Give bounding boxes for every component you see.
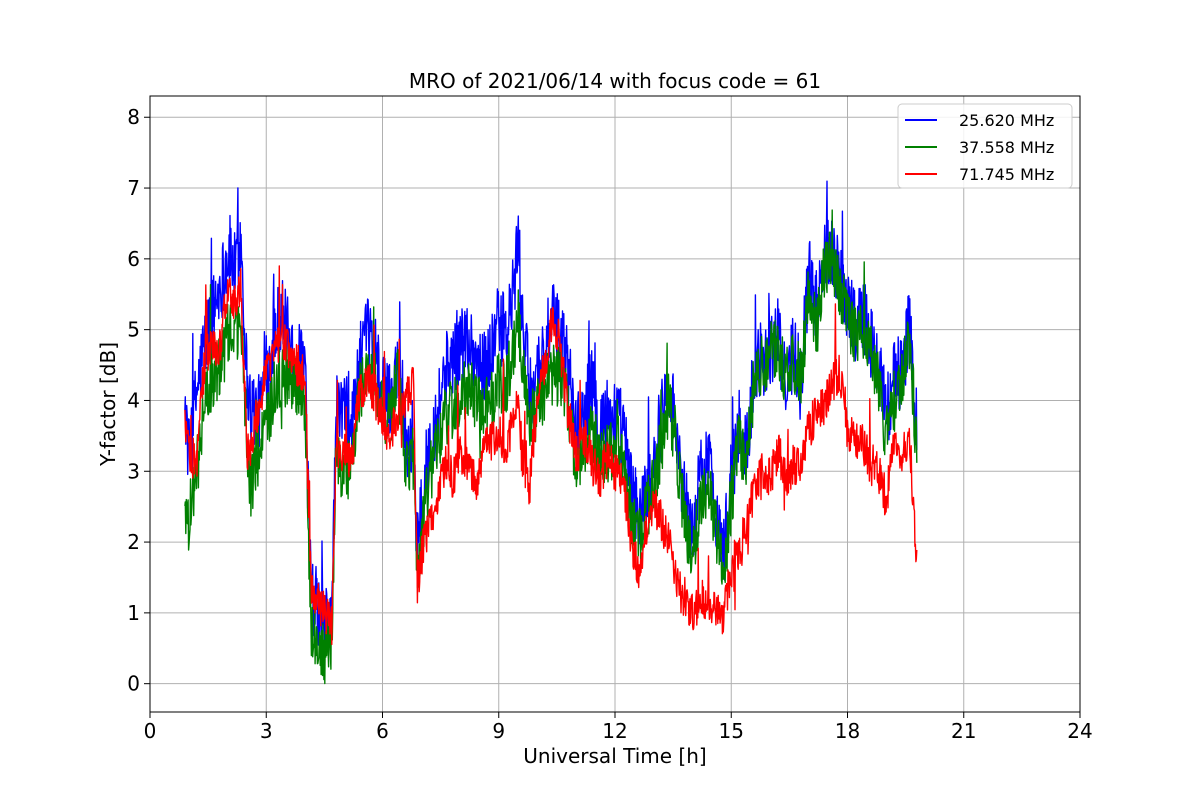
legend-box bbox=[897, 103, 1073, 189]
legend: 25.620 MHz 37.558 MHz 71.745 MHz bbox=[897, 103, 1073, 189]
y-tick-label: 8 bbox=[127, 105, 140, 129]
y-tick-label: 3 bbox=[127, 459, 140, 483]
chart-title: MRO of 2021/06/14 with focus code = 61 bbox=[409, 69, 821, 93]
x-tick-label: 0 bbox=[144, 719, 157, 743]
series-line-2 bbox=[184, 265, 918, 646]
x-tick-label: 21 bbox=[951, 719, 976, 743]
plot-frame bbox=[149, 95, 1081, 713]
y-tick-label: 5 bbox=[127, 318, 140, 342]
x-tick-label: 9 bbox=[492, 719, 505, 743]
y-tick-label: 2 bbox=[127, 530, 140, 554]
x-tick-labels: 0 3 6 9 12 15 18 21 24 bbox=[144, 719, 1093, 743]
x-tick-label: 24 bbox=[1067, 719, 1092, 743]
y-tick-label: 1 bbox=[127, 601, 140, 625]
y-tick-label: 0 bbox=[127, 672, 140, 696]
y-tick-labels: 0 1 2 3 4 5 6 7 8 bbox=[127, 105, 140, 695]
y-tick-label: 7 bbox=[127, 176, 140, 200]
y-tick-label: 6 bbox=[127, 247, 140, 271]
y-axis-label: Y-factor [dB] bbox=[96, 342, 120, 467]
x-tick-label: 12 bbox=[602, 719, 627, 743]
axes bbox=[144, 116, 1081, 718]
legend-label-1: 37.558 MHz bbox=[959, 138, 1054, 157]
y-tick-label: 4 bbox=[127, 388, 140, 412]
x-axis-label: Universal Time [h] bbox=[523, 744, 706, 768]
legend-label-2: 71.745 MHz bbox=[959, 165, 1054, 184]
x-tick-label: 18 bbox=[835, 719, 860, 743]
legend-label-0: 25.620 MHz bbox=[959, 111, 1054, 130]
series-lines bbox=[184, 180, 918, 685]
x-tick-label: 3 bbox=[260, 719, 273, 743]
x-tick-label: 15 bbox=[719, 719, 744, 743]
x-tick-label: 6 bbox=[376, 719, 389, 743]
